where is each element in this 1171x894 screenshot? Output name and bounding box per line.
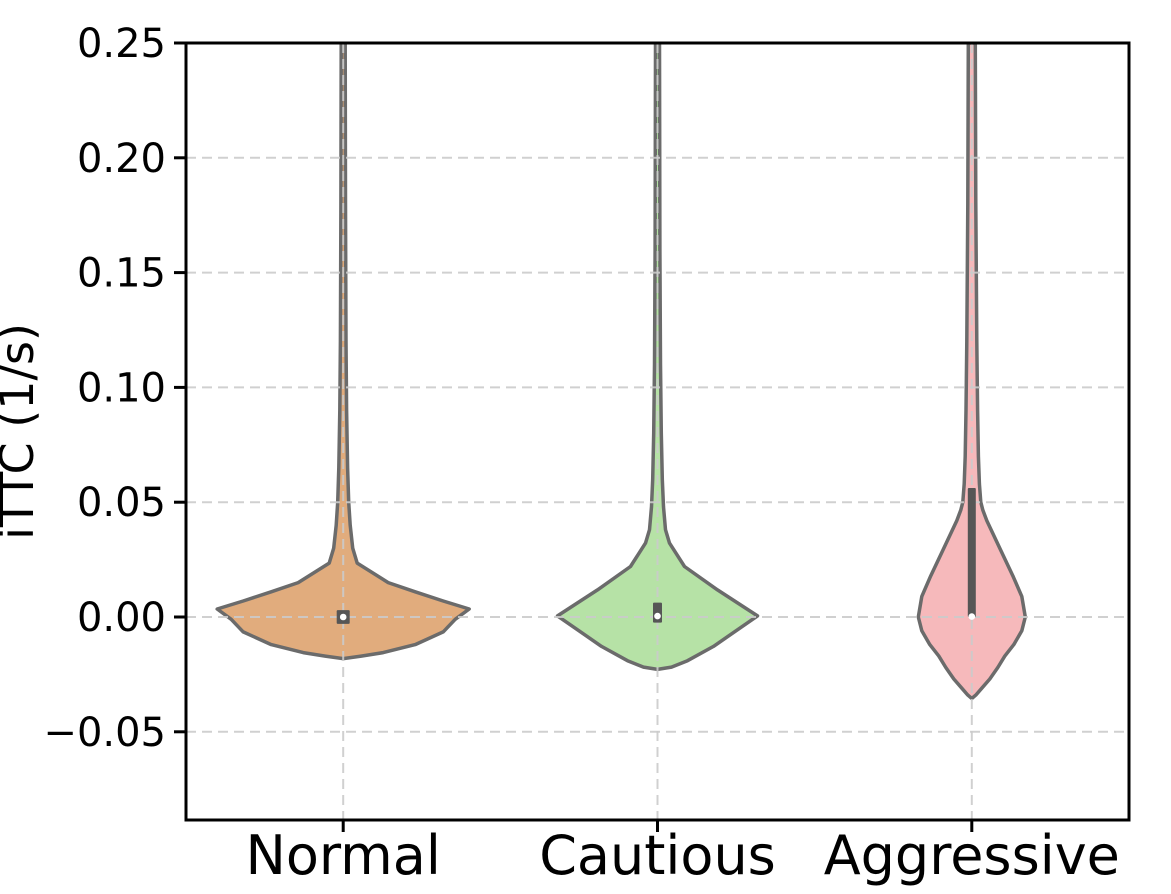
x-tick-label-normal: Normal <box>246 824 441 887</box>
x-tick-label-aggressive: Aggressive <box>824 824 1120 887</box>
y-tick-label-6: −0.05 <box>43 710 166 756</box>
x-tick-label-cautious: Cautious <box>539 824 776 887</box>
ticks-layer: 0.25 0.20 0.15 0.10 0.05 0.00 −0.05 Normal Cauti… <box>43 21 1119 887</box>
iqr-box-aggressive <box>967 488 976 617</box>
y-axis-label: iTTC (1/s) <box>0 323 44 540</box>
y-tick-label-4: 0.05 <box>77 480 166 526</box>
iqr-box-cautious <box>653 602 662 623</box>
violins-layer <box>215 43 1028 701</box>
median-dot-aggressive <box>968 613 976 620</box>
y-tick-label-3: 0.10 <box>77 365 166 411</box>
median-dot-cautious <box>654 612 661 620</box>
y-tick-label-1: 0.20 <box>77 136 166 182</box>
gridlines-layer <box>186 43 1129 820</box>
y-tick-label-2: 0.15 <box>77 251 166 297</box>
y-tick-label-5: 0.00 <box>77 595 166 641</box>
y-tick-label-0: 0.25 <box>77 21 166 67</box>
inner-box-layer <box>336 488 976 624</box>
median-dot-normal <box>339 613 347 621</box>
